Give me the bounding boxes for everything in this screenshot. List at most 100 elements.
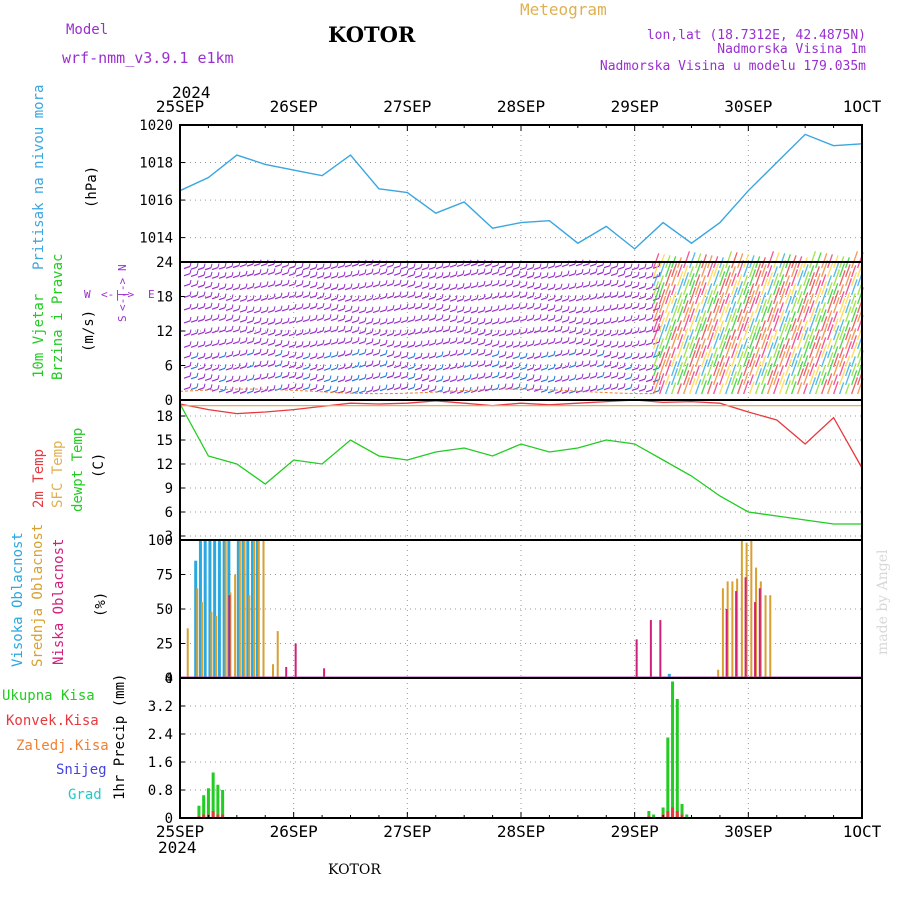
wind-barb (554, 264, 562, 268)
wind-barb-flag (455, 337, 458, 342)
wind-barb (512, 366, 520, 370)
wind-barb-flag (469, 295, 472, 300)
wind-barb-flag (252, 348, 255, 354)
wind-barb-flag (581, 281, 584, 287)
wind-barb (844, 341, 853, 359)
wind-barb-flag (630, 363, 633, 368)
wind-barb-flag (259, 327, 262, 332)
wind-barb-flag (581, 373, 584, 378)
wind-barb (820, 323, 829, 341)
wind-barb-flag (266, 306, 269, 311)
wind-ylabel: 10m Vjetar (31, 294, 47, 378)
wind-barb (856, 364, 863, 377)
wind-barb (239, 378, 247, 382)
wind-barb (386, 387, 394, 391)
wind-barb (664, 360, 672, 377)
wind-barb-flag (546, 351, 549, 356)
wind-barb (694, 309, 701, 323)
conv-precip-bar (671, 807, 675, 818)
wind-barb-flag (189, 291, 192, 296)
wind-barb (820, 274, 827, 287)
total-precip-bar (680, 804, 684, 818)
mid-cloud-bar (248, 595, 251, 678)
wind-barb-flag (294, 329, 297, 334)
wind-barb (393, 344, 401, 348)
high-cloud-bar (241, 540, 245, 678)
wind-barb (386, 308, 394, 312)
wind-barb (330, 341, 338, 345)
wind-barb-flag (483, 338, 486, 344)
wind-barb (766, 251, 775, 269)
wind-barb (664, 311, 670, 323)
wind-barb (274, 387, 282, 392)
wind-barb-flag (525, 281, 528, 286)
wind-barb-flag (196, 372, 199, 377)
wind-barb (850, 265, 857, 278)
wind-barb-flag (476, 348, 479, 354)
wind-barb-flag (196, 341, 199, 346)
wind-barb-flag (322, 272, 325, 277)
wind-barb (688, 371, 695, 386)
wind-barb-flag (518, 352, 521, 357)
wind-barb (344, 366, 352, 370)
wind-barb-flag (357, 337, 360, 342)
wind-barb-flag (504, 291, 507, 296)
wind-barb (316, 378, 324, 382)
y-tick-label: 1014 (139, 231, 173, 247)
wind-barb (519, 295, 527, 299)
total-precip-bar (647, 811, 651, 818)
wind-barb (505, 332, 513, 337)
wind-barb-flag (539, 352, 542, 357)
wind-barb (748, 311, 754, 323)
wind-barb-flag (203, 263, 206, 268)
wind-barb-flag (581, 386, 584, 391)
wind-barb-flag (231, 271, 234, 277)
wind-barb (844, 355, 851, 368)
wind-barb (267, 342, 275, 346)
wind-barb-flag (336, 283, 339, 288)
wind-barb (351, 320, 359, 324)
wind-barb (533, 342, 541, 347)
wind-barb-flag (371, 338, 374, 343)
wind-barb (477, 342, 485, 346)
wind-barb (844, 271, 852, 287)
wind-barb-flag (602, 329, 605, 334)
wind-barb (197, 267, 205, 271)
wind-barb (589, 388, 597, 392)
wind-barb (379, 353, 387, 357)
wind-barb (337, 265, 345, 269)
wind-barb-flag (329, 339, 332, 344)
wind-barb (505, 355, 513, 359)
y-tick-label: 12 (156, 457, 173, 473)
wind-barb-flag (455, 349, 458, 355)
wind-barb-flag (231, 314, 234, 319)
wind-barb (505, 266, 513, 270)
wind-barb (778, 365, 784, 377)
wind-barb (239, 264, 247, 268)
wind-barb (575, 377, 583, 381)
wind-barb (778, 337, 785, 350)
wind-barb (826, 373, 833, 386)
wind-barb (498, 308, 506, 312)
wind-barb-flag (196, 316, 199, 321)
wind-barb (547, 390, 555, 394)
wind-barb-flag (350, 337, 353, 342)
wind-barb (694, 316, 702, 332)
wind-barb (610, 375, 618, 379)
total-precip-bar (202, 795, 206, 818)
wind-barb (204, 330, 212, 335)
wind-barb (351, 365, 359, 369)
wind-barb-flag (217, 326, 220, 331)
wind-barb-flag (273, 318, 276, 323)
wind-barb-flag (350, 362, 353, 367)
wind-barb (589, 363, 597, 367)
wind-barb (814, 301, 821, 314)
wind-barb-flag (553, 325, 556, 331)
wind-barb-flag (343, 283, 346, 288)
wind-barb (547, 318, 555, 322)
wind-barb (617, 355, 625, 360)
wind-barb (414, 344, 422, 348)
wind-barb-flag (567, 283, 570, 288)
wind-barb (694, 281, 701, 296)
wind-barb (664, 318, 671, 332)
